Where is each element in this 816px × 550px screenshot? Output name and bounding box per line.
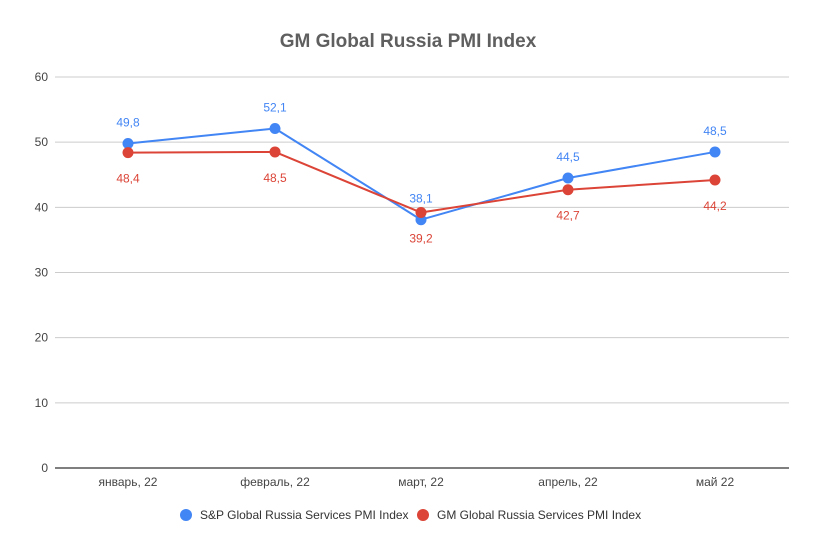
data-label: 48,4 xyxy=(116,172,140,186)
data-point[interactable] xyxy=(269,122,281,134)
y-tick-label: 0 xyxy=(41,461,48,475)
data-label: 48,5 xyxy=(703,124,727,138)
data-label: 38,1 xyxy=(409,192,433,206)
legend-label: GM Global Russia Services PMI Index xyxy=(437,508,641,522)
legend-item-2[interactable]: GM Global Russia Services PMI Index xyxy=(417,508,641,522)
data-point[interactable] xyxy=(709,174,721,186)
data-label: 49,8 xyxy=(116,115,140,129)
y-tick-label: 60 xyxy=(35,70,49,84)
legend-marker xyxy=(417,509,429,521)
legend-item-1[interactable]: S&P Global Russia Services PMI Index xyxy=(180,508,409,522)
data-label: 44,2 xyxy=(703,199,727,213)
y-tick-label: 50 xyxy=(35,135,49,149)
data-label: 48,5 xyxy=(263,171,287,185)
data-point[interactable] xyxy=(122,147,134,159)
x-tick-label: январь, 22 xyxy=(99,475,158,489)
y-tick-label: 40 xyxy=(35,200,49,214)
x-axis-ticks: январь, 22 февраль, 22 март, 22 апрель, 22 м… xyxy=(99,475,735,489)
data-point[interactable] xyxy=(269,146,281,158)
x-tick-label: апрель, 22 xyxy=(538,475,598,489)
legend-marker xyxy=(180,509,192,521)
data-labels: 49,8 52,1 38,1 44,5 48,5 48,4 48,5 39,2 42,7 44,2 xyxy=(116,100,727,245)
data-label: 39,2 xyxy=(409,232,433,246)
data-label: 52,1 xyxy=(263,100,287,114)
y-tick-label: 20 xyxy=(35,331,49,345)
legend[interactable]: S&P Global Russia Services PMI Index GM G… xyxy=(180,508,641,522)
x-tick-label: март, 22 xyxy=(398,475,444,489)
x-tick-label: февраль, 22 xyxy=(240,475,310,489)
y-tick-label: 30 xyxy=(35,266,49,280)
x-tick-label: май 22 xyxy=(696,475,735,489)
legend-label: S&P Global Russia Services PMI Index xyxy=(200,508,409,522)
data-label: 42,7 xyxy=(556,209,580,223)
y-tick-label: 10 xyxy=(35,396,49,410)
grid-lines xyxy=(55,76,789,469)
data-point[interactable] xyxy=(122,137,134,149)
data-point[interactable] xyxy=(415,207,427,219)
data-point[interactable] xyxy=(562,184,574,196)
data-point[interactable] xyxy=(562,172,574,184)
data-point[interactable] xyxy=(709,146,721,158)
series-group xyxy=(122,122,721,226)
chart-title: GM Global Russia PMI Index xyxy=(280,31,537,52)
data-label: 44,5 xyxy=(556,150,580,164)
y-axis-ticks: 0 10 20 30 40 50 60 xyxy=(35,70,49,475)
